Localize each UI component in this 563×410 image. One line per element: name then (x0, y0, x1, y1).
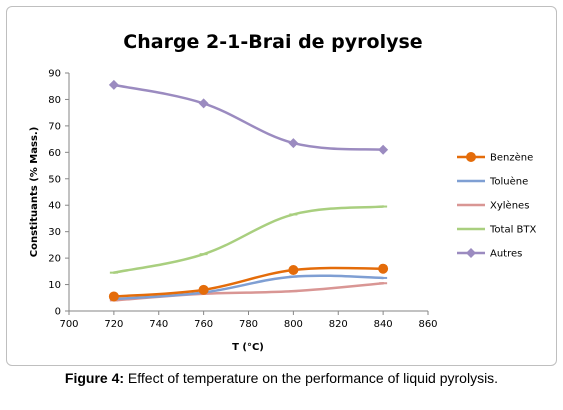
y-tick-label: 0 (55, 307, 61, 318)
legend-label: Total BTX (489, 225, 537, 236)
y-tick-label: 20 (48, 254, 61, 265)
y-tick-label: 70 (48, 121, 61, 132)
x-tick-label: 780 (239, 319, 258, 330)
x-tick-label: 760 (194, 319, 213, 330)
data-point-autres (198, 98, 209, 109)
data-point-autres (378, 144, 389, 155)
legend-marker (466, 248, 476, 258)
x-tick-label: 840 (374, 319, 393, 330)
legend-item-toluene: Toluène (457, 176, 528, 188)
y-tick-label: 50 (48, 174, 61, 185)
legend-label: Xylènes (490, 200, 529, 212)
series-benzene (108, 263, 389, 302)
x-axis-label: T (°C) (232, 342, 264, 353)
x-tick-label: 800 (284, 319, 303, 330)
data-point-benzene (108, 291, 119, 302)
legend-item-autres: Autres (457, 248, 522, 260)
y-axis-label: Constituants (% Mass.) (29, 127, 40, 258)
x-tick-label: 720 (104, 319, 123, 330)
axes: 0 10 20 30 40 50 60 70 80 90 700 720 740 760 780 800 820… (48, 69, 437, 331)
legend-item-total-btx: Total BTX (457, 225, 537, 236)
data-point-benzene (378, 263, 389, 274)
y-tick-label: 10 (48, 280, 61, 291)
legend: Benzène Toluène Xylènes Total BTX Autres (457, 152, 537, 260)
legend-label: Toluène (489, 176, 528, 188)
series-line-total-btx (112, 205, 385, 274)
caption-label: Figure 4: (64, 370, 125, 386)
y-tick-label: 80 (48, 95, 61, 106)
legend-item-xylenes: Xylènes (457, 200, 529, 212)
series-line-toluene (112, 274, 385, 301)
chart-title: Charge 2-1-Brai de pyrolyse (123, 31, 422, 53)
series-autres (108, 79, 389, 155)
y-tick-label: 90 (48, 69, 61, 80)
y-tick-label: 60 (48, 148, 61, 159)
data-point-autres (108, 79, 119, 90)
legend-label: Autres (490, 249, 522, 260)
y-tick-label: 40 (48, 201, 61, 212)
series-line-benzene (112, 266, 385, 298)
y-tick-label: 30 (48, 227, 61, 238)
x-tick-label: 740 (149, 319, 168, 330)
x-tick-label: 820 (329, 319, 348, 330)
legend-label: Benzène (490, 152, 533, 164)
legend-item-benzene: Benzène (457, 152, 533, 164)
x-tick-label: 700 (59, 319, 78, 330)
series-line-autres (112, 83, 385, 151)
chart-frame (6, 6, 557, 366)
series-layer (108, 79, 389, 302)
caption-text: Effect of temperature on the performance… (124, 370, 499, 386)
data-point-autres (288, 138, 299, 149)
series-total-btx (109, 205, 388, 274)
data-point-benzene (288, 265, 299, 276)
legend-marker (466, 152, 476, 162)
x-tick-label: 860 (418, 319, 437, 330)
data-point-benzene (198, 284, 209, 295)
figure-caption: Figure 4: Effect of temperature on the p… (0, 370, 563, 386)
